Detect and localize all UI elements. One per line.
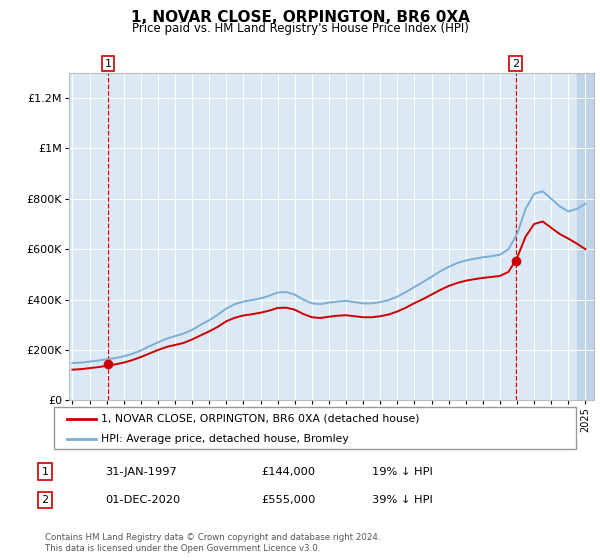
Text: 39% ↓ HPI: 39% ↓ HPI [372, 495, 433, 505]
Text: 1, NOVAR CLOSE, ORPINGTON, BR6 0XA: 1, NOVAR CLOSE, ORPINGTON, BR6 0XA [131, 10, 469, 25]
Text: 01-DEC-2020: 01-DEC-2020 [105, 495, 180, 505]
Text: HPI: Average price, detached house, Bromley: HPI: Average price, detached house, Brom… [101, 433, 349, 444]
Text: Contains HM Land Registry data © Crown copyright and database right 2024.: Contains HM Land Registry data © Crown c… [45, 533, 380, 542]
Text: Price paid vs. HM Land Registry's House Price Index (HPI): Price paid vs. HM Land Registry's House … [131, 22, 469, 35]
Bar [577, 73, 594, 400]
Text: This data is licensed under the Open Government Licence v3.0.: This data is licensed under the Open Gov… [45, 544, 320, 553]
Text: 2: 2 [41, 495, 49, 505]
Text: £144,000: £144,000 [261, 466, 315, 477]
Text: 1: 1 [41, 466, 49, 477]
Text: 1: 1 [104, 59, 112, 69]
Text: 2: 2 [512, 59, 519, 69]
Text: £555,000: £555,000 [261, 495, 316, 505]
Text: 1, NOVAR CLOSE, ORPINGTON, BR6 0XA (detached house): 1, NOVAR CLOSE, ORPINGTON, BR6 0XA (deta… [101, 414, 419, 424]
Text: 19% ↓ HPI: 19% ↓ HPI [372, 466, 433, 477]
Text: 31-JAN-1997: 31-JAN-1997 [105, 466, 177, 477]
